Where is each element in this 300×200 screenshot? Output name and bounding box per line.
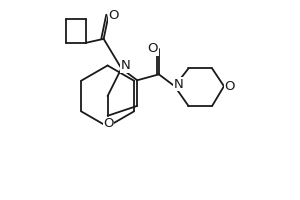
Text: O: O — [108, 9, 119, 22]
Text: O: O — [225, 80, 235, 93]
Text: N: N — [173, 78, 183, 91]
Text: N: N — [121, 59, 130, 72]
Text: O: O — [148, 42, 158, 55]
Text: O: O — [103, 117, 114, 130]
